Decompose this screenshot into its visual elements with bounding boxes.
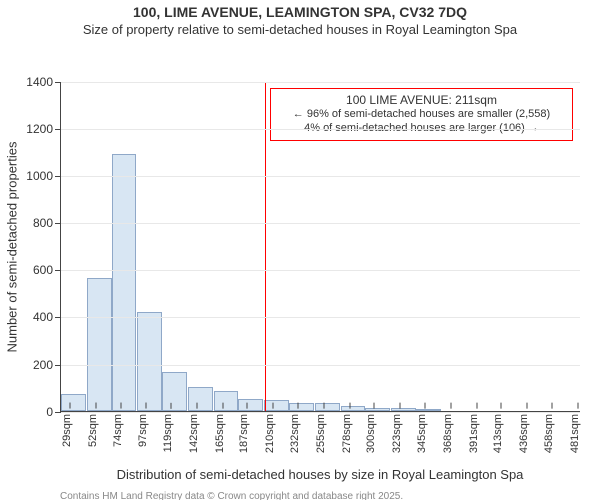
gridline xyxy=(61,176,580,177)
x-tick: 436sqm xyxy=(518,411,530,453)
x-tick: 458sqm xyxy=(543,411,555,453)
footnote: Contains HM Land Registry data © Crown c… xyxy=(60,490,442,500)
histogram-bar xyxy=(87,278,112,411)
histogram-bar xyxy=(315,403,340,411)
x-axis-label: Distribution of semi-detached houses by … xyxy=(60,467,580,482)
title-line1: 100, LIME AVENUE, LEAMINGTON SPA, CV32 7… xyxy=(0,4,600,22)
annotation-smaller: ← 96% of semi-detached houses are smalle… xyxy=(277,108,566,122)
gridline xyxy=(61,317,580,318)
x-tick: 97sqm xyxy=(137,411,149,447)
x-tick: 74sqm xyxy=(112,411,124,447)
gridline xyxy=(61,223,580,224)
histogram-bar xyxy=(289,403,314,411)
x-tick: 413sqm xyxy=(492,411,504,453)
histogram-bar xyxy=(214,391,239,411)
x-tick: 119sqm xyxy=(162,411,174,452)
x-tick: 187sqm xyxy=(238,411,250,453)
x-tick: 368sqm xyxy=(442,411,454,453)
gridline xyxy=(61,82,580,83)
annotation-box: 100 LIME AVENUE: 211sqm ← 96% of semi-de… xyxy=(270,88,573,141)
x-tick: 210sqm xyxy=(264,411,276,453)
gridline xyxy=(61,129,580,130)
histogram-bar xyxy=(61,394,86,411)
x-tick: 142sqm xyxy=(188,411,200,453)
gridline xyxy=(61,365,580,366)
x-tick: 29sqm xyxy=(61,411,73,447)
x-tick: 300sqm xyxy=(365,411,377,453)
histogram-bar xyxy=(137,312,162,411)
x-tick: 345sqm xyxy=(416,411,428,453)
x-tick: 323sqm xyxy=(391,411,403,453)
x-tick: 255sqm xyxy=(315,411,327,453)
histogram-bar xyxy=(188,387,213,411)
histogram-bar xyxy=(238,399,263,411)
chart-title: 100, LIME AVENUE, LEAMINGTON SPA, CV32 7… xyxy=(0,0,600,38)
gridline xyxy=(61,270,580,271)
reference-line xyxy=(265,82,266,411)
x-tick: 278sqm xyxy=(341,411,353,453)
x-tick: 165sqm xyxy=(214,411,226,453)
footnote-line1: Contains HM Land Registry data © Crown c… xyxy=(60,490,442,500)
x-tick: 232sqm xyxy=(289,411,301,453)
annotation-title: 100 LIME AVENUE: 211sqm xyxy=(277,93,566,108)
histogram-bar xyxy=(264,400,289,411)
histogram-bar xyxy=(112,154,137,411)
x-tick: 481sqm xyxy=(569,411,581,453)
x-tick: 391sqm xyxy=(468,411,480,453)
x-tick: 52sqm xyxy=(87,411,99,447)
plot-area: 100 LIME AVENUE: 211sqm ← 96% of semi-de… xyxy=(60,82,580,412)
title-line2: Size of property relative to semi-detach… xyxy=(0,22,600,38)
histogram-bar xyxy=(162,372,187,411)
y-axis-label: Number of semi-detached properties xyxy=(5,141,20,352)
